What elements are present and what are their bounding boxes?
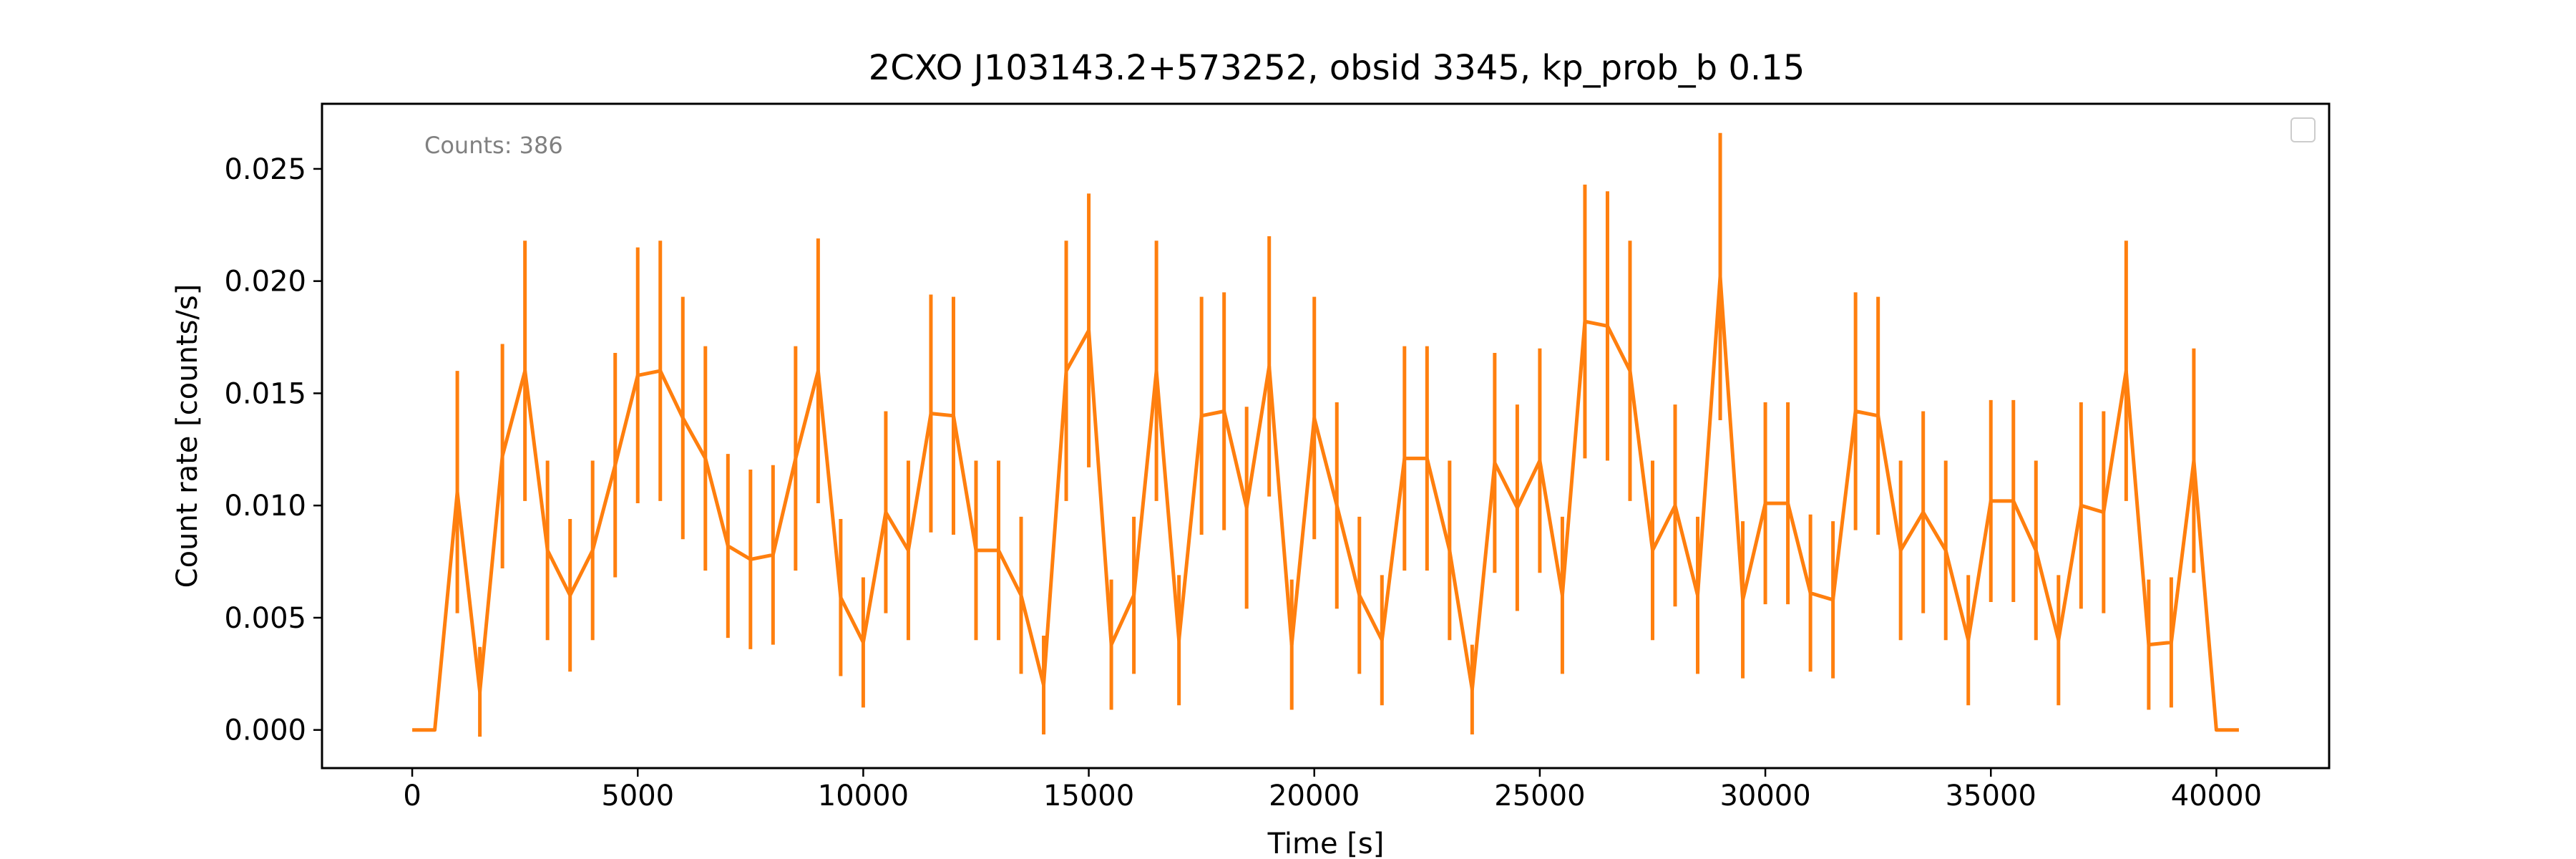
x-tick-label: 25000 [1494, 780, 1585, 812]
x-tick-label: 40000 [2171, 780, 2262, 812]
count-rate-series-line [412, 274, 2239, 732]
x-tick-label: 35000 [1946, 780, 2036, 812]
x-tick-label: 20000 [1269, 780, 1360, 812]
y-axis-label: Count rate [counts/s] [171, 284, 204, 588]
y-tick-label: 0.000 [224, 714, 306, 747]
y-tick-label: 0.020 [224, 266, 306, 299]
counts-annotation: Counts: 386 [424, 132, 563, 159]
y-tick-label: 0.010 [224, 490, 306, 523]
x-tick-label: 30000 [1719, 780, 1810, 812]
plot-content [412, 132, 2239, 737]
x-tick-label: 5000 [601, 780, 674, 812]
y-axis: 0.000 0.005 0.010 0.015 0.020 0.025 [224, 153, 322, 747]
x-axis-label: Time [s] [1267, 828, 1385, 859]
y-tick-label: 0.005 [224, 602, 306, 635]
x-tick-label: 15000 [1043, 780, 1134, 812]
x-tick-label: 0 [403, 780, 421, 812]
x-tick-label: 10000 [818, 780, 909, 812]
y-tick-label: 0.015 [224, 377, 306, 410]
plot-frame [321, 102, 2331, 770]
y-tick-label: 0.025 [224, 153, 306, 186]
legend-box [2290, 117, 2316, 142]
chart-title: 2CXO J103143.2+573252, obsid 3345, kp_pr… [869, 48, 1805, 88]
x-axis: 0 5000 10000 15000 20000 25000 30000 35000 40000 [403, 768, 2262, 812]
